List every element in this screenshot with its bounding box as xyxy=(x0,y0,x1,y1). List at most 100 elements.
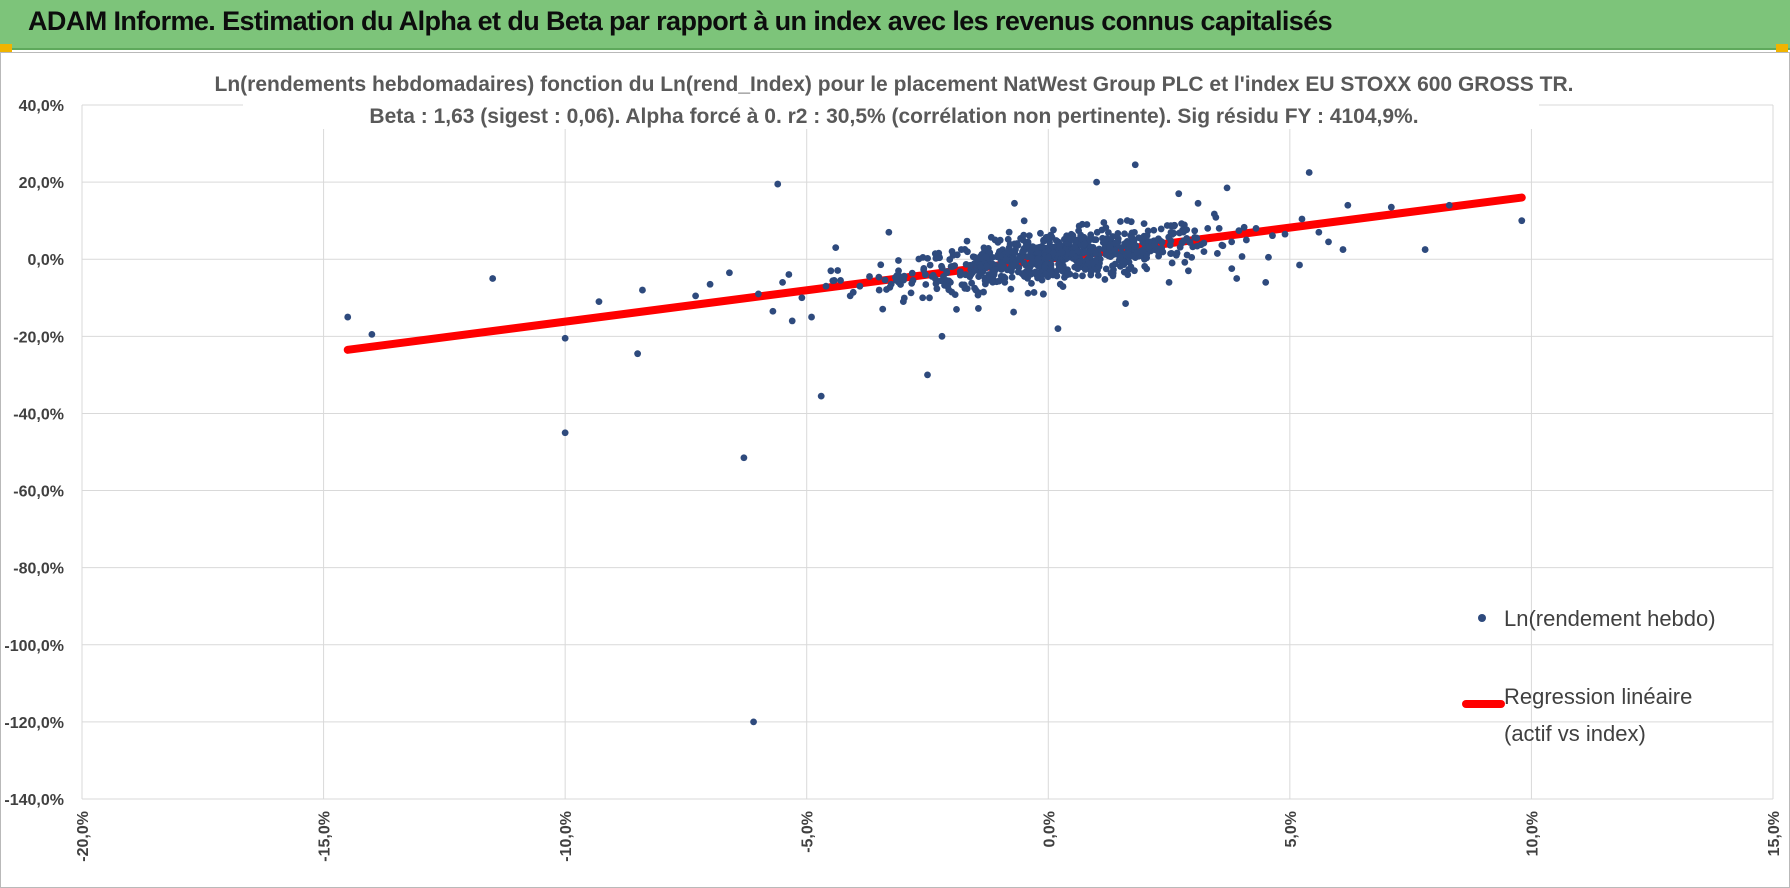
scatter-point xyxy=(1165,278,1173,286)
scatter-point xyxy=(1030,289,1038,296)
scatter-point xyxy=(829,277,837,285)
scatter-point xyxy=(1186,238,1194,246)
x-tick-label: 15,0% xyxy=(1766,811,1783,856)
scatter-point xyxy=(1139,248,1147,256)
scatter-point xyxy=(1133,249,1141,256)
scatter-point xyxy=(1181,258,1189,266)
scatter-point xyxy=(1050,226,1057,234)
scatter-point xyxy=(1055,264,1063,272)
scatter-point xyxy=(1075,258,1083,266)
scatter-point xyxy=(1002,256,1010,263)
scatter-point xyxy=(344,313,352,321)
scatter-point xyxy=(966,261,974,269)
x-tick-label: -15,0% xyxy=(317,811,334,862)
scatter-point xyxy=(1081,240,1088,248)
scatter-point xyxy=(893,277,900,284)
scatter-point xyxy=(991,236,999,244)
scatter-point xyxy=(1124,239,1131,247)
scatter-point xyxy=(1020,231,1028,239)
scatter-point xyxy=(1150,226,1158,234)
scatter-point xyxy=(1344,201,1352,209)
scatter-point xyxy=(1064,271,1072,279)
scatter-point xyxy=(1127,218,1135,226)
scatter-point xyxy=(1157,225,1165,233)
scatter-point xyxy=(895,257,902,264)
scatter-point xyxy=(1010,308,1018,316)
scatter-point xyxy=(938,262,945,270)
scatter-point xyxy=(1112,239,1120,247)
scatter-point xyxy=(1518,217,1526,225)
scatter-point xyxy=(945,286,953,294)
scatter-point xyxy=(750,718,757,726)
scatter-point xyxy=(1176,243,1184,251)
scatter-point xyxy=(1219,242,1227,250)
scatter-point xyxy=(817,392,825,400)
scatter-point xyxy=(1233,275,1241,282)
scatter-point xyxy=(877,261,885,269)
corner-marker-left xyxy=(0,44,12,52)
scatter-point xyxy=(561,429,569,437)
scatter-point xyxy=(977,263,985,271)
scatter-point xyxy=(1180,237,1188,245)
scatter-point xyxy=(1056,241,1064,249)
scatter-point xyxy=(1022,242,1030,250)
scatter-point xyxy=(972,286,980,294)
scatter-point xyxy=(755,290,762,298)
scatter-point xyxy=(1135,234,1143,242)
scatter-point xyxy=(1010,249,1018,257)
scatter-point xyxy=(957,246,965,253)
scatter-point xyxy=(1167,237,1175,245)
scatter-point xyxy=(1077,231,1085,239)
scatter-point xyxy=(1109,262,1116,270)
y-tick-label: -100,0% xyxy=(4,638,64,655)
scatter-point xyxy=(1011,199,1018,207)
scatter-point xyxy=(1387,203,1395,211)
scatter-point xyxy=(1081,248,1089,256)
y-tick-label: 0,0% xyxy=(28,252,64,269)
header-banner: ADAM Informe. Estimation du Alpha et du … xyxy=(0,0,1790,50)
scatter-point xyxy=(887,280,895,288)
scatter-point xyxy=(1339,246,1347,253)
scatter-point xyxy=(924,371,931,379)
scatter-point xyxy=(977,254,984,262)
scatter-point xyxy=(1014,268,1022,276)
scatter-point xyxy=(1128,234,1136,242)
scatter-point xyxy=(1030,244,1038,252)
scatter-point xyxy=(1215,224,1223,232)
scatter-point xyxy=(1163,222,1171,229)
scatter-point xyxy=(974,305,982,312)
scatter-point xyxy=(1034,255,1042,263)
scatter-point xyxy=(1041,263,1049,271)
scatter-point xyxy=(1238,253,1246,260)
scatter-point xyxy=(846,292,854,300)
scatter-point xyxy=(1020,271,1028,279)
scatter-point xyxy=(1029,257,1036,265)
scatter-point xyxy=(1445,201,1453,209)
scatter-point xyxy=(1109,269,1117,277)
scatter-point xyxy=(808,313,815,321)
scatter-point xyxy=(883,286,890,293)
legend-marker-scatter xyxy=(1478,614,1486,622)
y-tick-label: -120,0% xyxy=(4,715,64,732)
scatter-point xyxy=(1054,325,1062,333)
scatter-point xyxy=(1087,247,1095,254)
scatter-point xyxy=(899,298,907,306)
chart-title-line: Beta : 1,63 (sigest : 0,06). Alpha forcé… xyxy=(369,105,1418,128)
scatter-point xyxy=(1019,248,1026,256)
scatter-point xyxy=(1034,274,1042,282)
scatter-point xyxy=(1228,238,1236,246)
scatter-point xyxy=(1281,230,1289,238)
scatter-point xyxy=(368,331,376,338)
scatter-point xyxy=(1191,227,1199,235)
scatter-point xyxy=(1012,259,1020,266)
scatter-point xyxy=(885,228,893,236)
scatter-point xyxy=(1168,259,1176,267)
scatter-point xyxy=(1101,276,1109,283)
scatter-point xyxy=(1213,250,1221,257)
scatter-point xyxy=(1048,271,1055,278)
x-tick-label: -5,0% xyxy=(800,811,817,853)
chart-frame: 40,0% 20,0% 0,0% -20,0% -40,0% -60,0% -80,0% -1… xyxy=(0,52,1790,888)
scatter-point xyxy=(962,271,969,279)
scatter-point xyxy=(1102,251,1110,258)
scatter-point xyxy=(1421,246,1429,253)
